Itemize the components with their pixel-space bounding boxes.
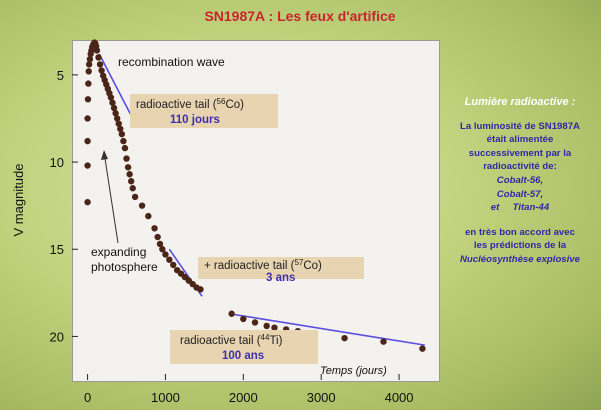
- data-point: [151, 225, 158, 232]
- x-tick-label: 2000: [229, 390, 258, 405]
- tail-duration-co56: 110 jours: [170, 114, 220, 126]
- y-tick-label: 5: [57, 68, 64, 83]
- data-point: [110, 104, 118, 112]
- side-line-element: Cobalt-57,: [496, 188, 544, 200]
- annotation-recombination-wave: recombination wave: [118, 55, 225, 69]
- tail-box-co56: [130, 94, 278, 128]
- data-point: [126, 171, 133, 178]
- data-point: [170, 261, 177, 269]
- data-point: [145, 212, 152, 220]
- data-point: [127, 178, 135, 185]
- tail-box-ti44: [170, 330, 318, 364]
- data-point: [131, 193, 139, 201]
- tail-line: [98, 53, 134, 119]
- tail-duration-ti44: 100 ans: [222, 350, 264, 362]
- data-point: [115, 120, 122, 127]
- side-line: successivement par la: [468, 147, 572, 159]
- data-point: [129, 185, 136, 192]
- data-point: [84, 115, 91, 122]
- annotation-photosphere: photosphere: [91, 260, 158, 274]
- y-tick-label: 20: [50, 329, 64, 344]
- y-tick-label: 15: [50, 242, 64, 257]
- data-point: [117, 125, 124, 133]
- side-line-element: et Titan-44: [490, 202, 550, 214]
- data-point: [240, 315, 247, 323]
- data-point: [162, 251, 169, 258]
- side-line-element: Cobalt-56,: [496, 174, 544, 186]
- side-line: était alimentée: [486, 134, 554, 146]
- data-point: [109, 99, 116, 106]
- chart-axes: 5 10 15 20 0 1000 2000 3000 4000: [50, 68, 414, 405]
- data-point: [85, 61, 93, 68]
- data-point: [84, 198, 91, 206]
- data-point: [84, 162, 91, 169]
- y-tick-label: 10: [50, 155, 64, 170]
- annotation-arrow: [103, 151, 119, 244]
- data-point: [166, 256, 173, 263]
- data-point: [156, 240, 164, 248]
- slide-title: SN1987A : Les feux d'artifice: [204, 8, 396, 24]
- data-points: [84, 39, 426, 352]
- side-spacer: [440, 215, 600, 226]
- data-point: [159, 246, 166, 253]
- x-tick-label: 1000: [151, 390, 180, 405]
- data-point: [96, 61, 104, 68]
- data-point: [107, 94, 115, 101]
- data-point: [120, 137, 127, 145]
- data-point: [419, 345, 426, 352]
- side-line: en très bon accord avec: [465, 226, 575, 238]
- tail-line: [229, 312, 425, 346]
- tail-box-co57: [198, 257, 364, 279]
- data-point: [154, 233, 161, 241]
- annotation-expanding: expanding: [91, 245, 146, 259]
- data-point: [123, 155, 130, 162]
- annotation-arrowhead: [101, 150, 108, 160]
- tail-label-co56: radioactive tail (56Co): [136, 97, 244, 111]
- data-point: [121, 144, 129, 152]
- data-point: [341, 334, 348, 342]
- x-tick-label: 3000: [307, 390, 336, 405]
- data-point: [251, 319, 259, 326]
- tail-label-co57: + radioactive tail (57Co): [204, 258, 322, 272]
- data-point: [380, 338, 387, 345]
- data-point: [263, 322, 270, 330]
- data-point: [138, 202, 146, 209]
- data-point: [93, 47, 101, 54]
- tail-label-ti44: radioactive tail (44Ti): [180, 333, 283, 347]
- data-point: [86, 55, 94, 63]
- data-point: [85, 68, 92, 75]
- side-text-panel: Lumière radioactive : La luminosité de S…: [440, 96, 600, 267]
- data-point: [95, 54, 102, 61]
- data-point: [98, 67, 105, 74]
- data-point: [271, 324, 278, 331]
- data-point: [112, 110, 119, 117]
- data-point: [118, 130, 126, 138]
- x-axis-label: Temps (jours): [320, 365, 387, 377]
- side-line: La luminosité de SN1987A: [460, 120, 580, 132]
- data-point: [84, 96, 92, 103]
- data-point: [228, 310, 235, 317]
- side-line: radioactivité de:: [483, 161, 557, 173]
- tail-duration-co57: 3 ans: [266, 272, 295, 284]
- data-point: [85, 80, 92, 87]
- data-point: [84, 137, 91, 145]
- data-point: [124, 164, 132, 171]
- side-line: les prédictions de la: [473, 240, 567, 252]
- side-line: Nucléosynthèse explosive: [460, 253, 580, 265]
- data-point: [197, 286, 204, 293]
- x-tick-label: 0: [84, 390, 91, 405]
- side-heading: Lumière radioactive :: [464, 96, 576, 108]
- data-point: [113, 115, 121, 122]
- x-tick-label: 4000: [385, 390, 414, 405]
- y-axis-label: V magnitude: [11, 164, 26, 237]
